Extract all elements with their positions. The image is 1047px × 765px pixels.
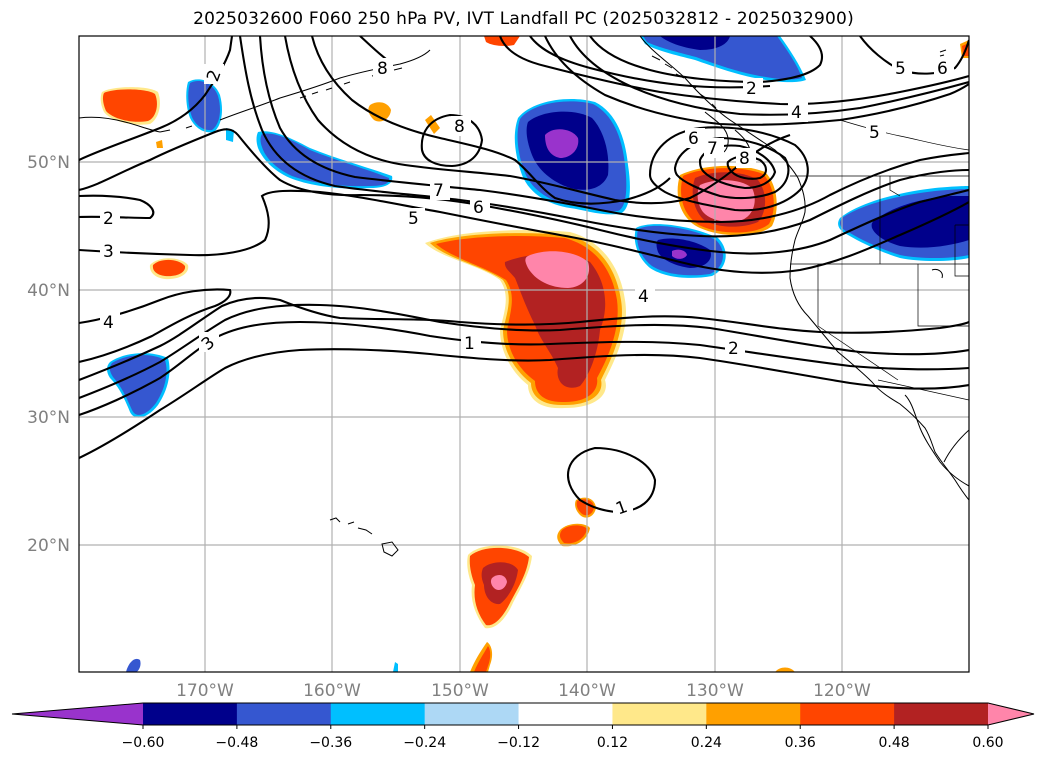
lon-label: 150°W: [431, 681, 489, 701]
contour-label: 3: [103, 242, 114, 262]
colorbar-tick-label: 0.60: [972, 735, 1003, 751]
colorbar-extend-right: [988, 703, 1034, 725]
colorbar-cell: [706, 703, 801, 725]
longitude-labels: 170°W 160°W 150°W 140°W 130°W 120°W: [176, 681, 871, 701]
contour-label: 7: [433, 181, 444, 201]
lon-label: 120°W: [813, 681, 871, 701]
contour-label: 2: [728, 339, 739, 359]
latitude-labels: 50°N 40°N 30°N 20°N: [27, 153, 70, 556]
contour-label: 8: [739, 149, 750, 169]
lon-label: 160°W: [303, 681, 361, 701]
negative-anomaly-central-north: [514, 98, 630, 215]
lon-label: 140°W: [558, 681, 616, 701]
contour-label: 2: [746, 79, 757, 99]
colorbar-tick-label: −0.12: [497, 735, 540, 751]
colorbar-cell: [330, 703, 426, 725]
contour-label: 6: [937, 59, 948, 79]
colorbar-tick-label: 0.48: [879, 735, 910, 751]
colorbar-cells: [143, 703, 989, 725]
colorbar-tick-label: −0.36: [309, 735, 352, 751]
map-area: 2 8 8 2 4 5 6 5 7 6 5 6 7 8: [79, 36, 969, 672]
negative-anomaly-gulf-alaska: [640, 36, 806, 83]
contour-label: 4: [638, 287, 649, 307]
colorbar-tick-label: −0.24: [403, 735, 446, 751]
colorbar-ticks: −0.60 −0.48 −0.36 −0.24 −0.12 0.12 0.24 0.36 0.4…: [122, 725, 1004, 751]
lat-label: 50°N: [27, 153, 70, 173]
colorbar-cell: [424, 703, 520, 725]
contour-label: 1: [464, 334, 475, 354]
colorbar-cell: [518, 703, 613, 725]
colorbar-tick-label: 0.12: [597, 735, 628, 751]
contour-label: 8: [377, 59, 388, 79]
map-frame: [78, 35, 970, 673]
contour-label-layer: 2 8 8 2 4 5 6 5 7 6 5 6 7 8: [100, 58, 954, 519]
colorbar-tick-label: 0.24: [691, 735, 722, 751]
colorbar: −0.60 −0.48 −0.36 −0.24 −0.12 0.12 0.24 0.36 0.4…: [11, 702, 1035, 751]
coastlines: [79, 36, 969, 557]
contour-label: 5: [408, 209, 419, 229]
colorbar-cell: [612, 703, 707, 725]
lat-label: 30°N: [27, 408, 70, 428]
colorbar-cell: [894, 703, 989, 725]
contour-label: 4: [791, 103, 802, 123]
lon-label: 170°W: [176, 681, 234, 701]
colorbar-tick-label: −0.60: [122, 735, 165, 751]
positive-anomaly-central: [425, 230, 626, 409]
colorbar-cell: [143, 703, 238, 725]
colorbar-cell: [236, 703, 332, 725]
lat-label: 20°N: [27, 536, 70, 556]
negative-anomaly-west: [107, 79, 398, 672]
contour-label: 6: [688, 129, 699, 149]
map-title: 2025032600 F060 250 hPa PV, IVT Landfall…: [193, 9, 854, 29]
contour-label: 7: [707, 139, 718, 159]
graticule: [79, 36, 969, 672]
lon-label: 130°W: [686, 681, 744, 701]
contour-label: 2: [103, 209, 114, 229]
colorbar-tick-label: −0.48: [215, 735, 258, 751]
pv-fill-layer: [100, 36, 969, 672]
negative-anomaly-west-coast: [838, 186, 969, 261]
contour-label: 4: [103, 313, 114, 333]
lat-label: 40°N: [27, 281, 70, 301]
colorbar-extend-left: [12, 703, 143, 725]
contour-label: 8: [454, 117, 465, 137]
contour-label: 5: [895, 59, 906, 79]
colorbar-cell: [800, 703, 895, 725]
contour-label: 6: [473, 198, 484, 218]
colorbar-tick-label: 0.36: [785, 735, 816, 751]
contour-label: 5: [869, 123, 880, 143]
positive-anomaly-small: [100, 36, 969, 672]
